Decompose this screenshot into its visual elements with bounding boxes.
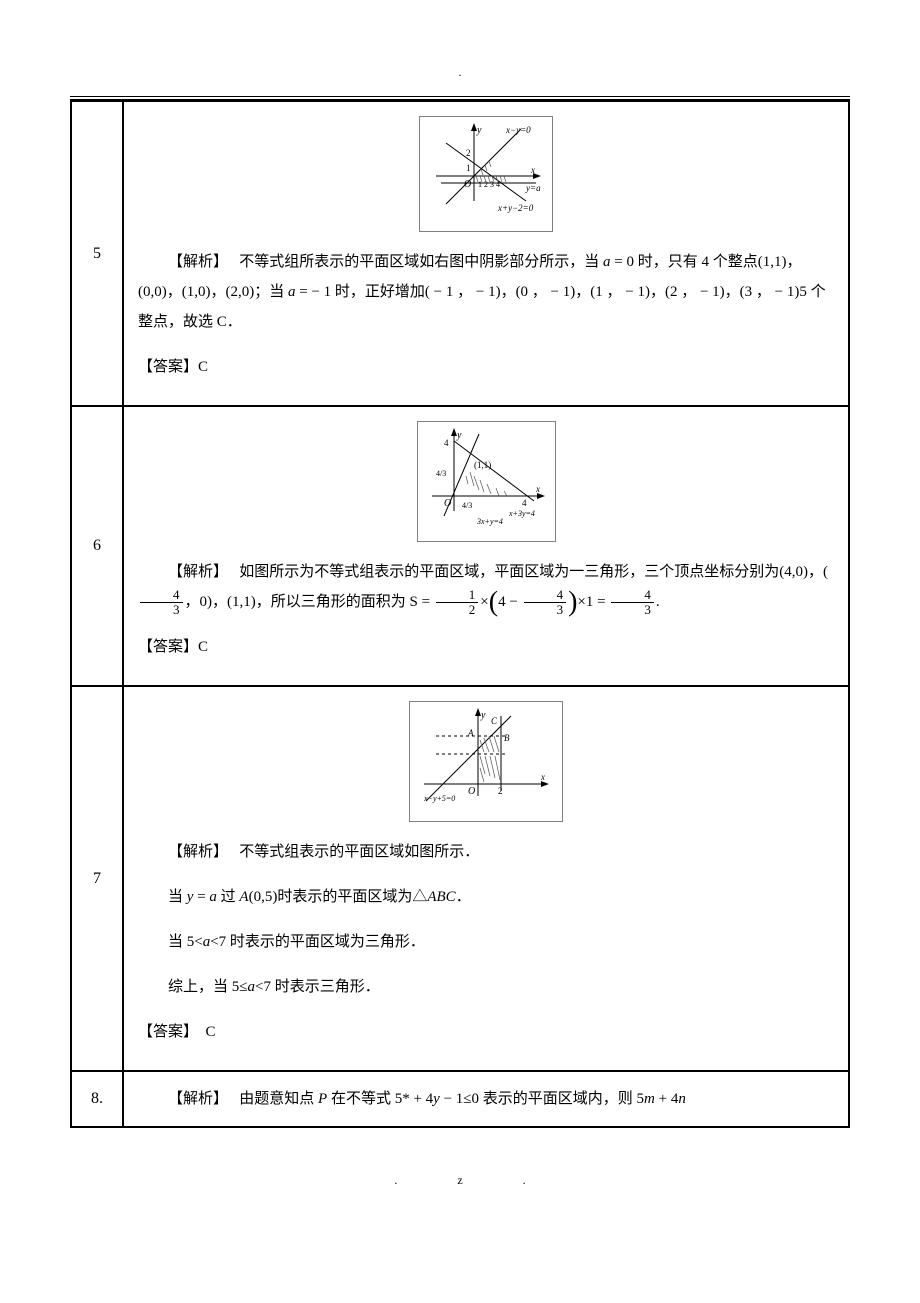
fraction: 43 xyxy=(140,588,183,618)
var-a: a xyxy=(603,254,611,270)
text: ×1 = xyxy=(577,594,609,610)
svg-text:y=a: y=a xyxy=(525,183,541,193)
var-a: a xyxy=(247,979,255,995)
label-analysis: 【解析】 xyxy=(168,254,228,270)
text: ． xyxy=(456,889,471,905)
svg-text:4/3: 4/3 xyxy=(436,469,446,478)
label-analysis: 【解析】 xyxy=(168,844,228,860)
problems-table: 5 y x−y=0 x+y−2=0 2 1 xyxy=(70,100,850,1128)
svg-text:y: y xyxy=(456,430,462,441)
text: = xyxy=(193,889,209,905)
row-7-analysis: 【解析】 不等式组表示的平面区域如图所示． xyxy=(138,837,834,867)
answer-value: C xyxy=(206,1024,216,1040)
row-6-figure: y 4 x+3y=4 3x+y=4 4/3 (1,1) O 4/3 4 x xyxy=(138,421,834,542)
svg-text:B: B xyxy=(504,733,510,743)
row-8: 8. 【解析】 由题意知点 P 在不等式 5* + 4y − 1≤0 表示的平面… xyxy=(71,1071,849,1127)
svg-text:2: 2 xyxy=(498,786,503,796)
page-bottom-mark: .z. xyxy=(70,1168,850,1192)
svg-text:4: 4 xyxy=(444,438,449,448)
svg-text:4: 4 xyxy=(522,498,527,508)
row-8-body: 【解析】 由题意知点 P 在不等式 5* + 4y − 1≤0 表示的平面区域内… xyxy=(123,1071,849,1127)
row-6-number: 6 xyxy=(71,406,123,686)
footer-z: z. xyxy=(457,1173,585,1187)
row-5-body: y x−y=0 x+y−2=0 2 1 O y=a 1 2 3 4 x xyxy=(123,101,849,406)
text: (0,5)时表示的平面区域为△ xyxy=(249,889,428,905)
svg-text:1: 1 xyxy=(466,163,471,173)
svg-text:3x+y=4: 3x+y=4 xyxy=(476,517,503,526)
var-n: n xyxy=(678,1091,686,1107)
svg-text:O: O xyxy=(464,179,471,190)
graph-icon: y x−y+5=0 A C B O 2 x xyxy=(416,706,556,806)
page-top-mark: . xyxy=(70,60,850,84)
row-7: 7 y x−y+5=0 A C B xyxy=(71,686,849,1071)
var-ABC: ABC xyxy=(427,889,455,905)
row-6: 6 y 4 x+3y=4 3x+y=4 4/3 xyxy=(71,406,849,686)
footer-dot: . xyxy=(394,1173,457,1187)
row-5: 5 y x−y=0 x+y−2=0 2 1 xyxy=(71,101,849,406)
text: ，0)，(1,1)，所以三角形的面积为 S = xyxy=(185,594,434,610)
text: <7 时表示的平面区域为三角形． xyxy=(210,934,425,950)
graph-icon: y 4 x+3y=4 3x+y=4 4/3 (1,1) O 4/3 4 x xyxy=(424,426,549,526)
var-m: m xyxy=(644,1091,655,1107)
fraction: 43 xyxy=(524,588,567,618)
graph-icon: y x−y=0 x+y−2=0 2 1 O y=a 1 2 3 4 x xyxy=(426,121,546,216)
text: × xyxy=(480,594,488,610)
svg-text:x−y=0: x−y=0 xyxy=(505,125,531,135)
row-7-answer: 【答案】 C xyxy=(138,1017,834,1047)
svg-text:x+3y=4: x+3y=4 xyxy=(508,509,535,518)
var-A: A xyxy=(239,889,248,905)
text: 4 − xyxy=(498,594,521,610)
text: 当 xyxy=(168,889,187,905)
row-7-figure: y x−y+5=0 A C B O 2 x xyxy=(138,701,834,822)
row-5-number: 5 xyxy=(71,101,123,406)
text: 过 xyxy=(217,889,240,905)
row-7-line2: 当 y = a 过 A(0,5)时表示的平面区域为△ABC． xyxy=(138,882,834,912)
var-a: a xyxy=(209,889,217,905)
fraction: 12 xyxy=(436,588,479,618)
row-6-body: y 4 x+3y=4 3x+y=4 4/3 (1,1) O 4/3 4 x xyxy=(123,406,849,686)
svg-text:x: x xyxy=(530,165,535,175)
svg-text:2: 2 xyxy=(466,148,471,158)
text: 由题意知点 xyxy=(239,1091,318,1107)
svg-text:y: y xyxy=(476,125,482,136)
text: − 1≤0 表示的平面区域内，则 5 xyxy=(440,1091,644,1107)
svg-text:O: O xyxy=(468,786,475,797)
row-7-body: y x−y+5=0 A C B O 2 x xyxy=(123,686,849,1071)
row-5-answer: 【答案】C xyxy=(138,352,834,382)
row-8-analysis: 【解析】 由题意知点 P 在不等式 5* + 4y − 1≤0 表示的平面区域内… xyxy=(138,1084,834,1114)
svg-text:x: x xyxy=(540,772,545,782)
svg-text:C: C xyxy=(491,716,498,726)
var-y: y xyxy=(433,1091,440,1107)
row-5-figure: y x−y=0 x+y−2=0 2 1 O y=a 1 2 3 4 x xyxy=(138,116,834,232)
text: 不等式组表示的平面区域如图所示． xyxy=(239,844,479,860)
row-7-line4: 综上，当 5≤a<7 时表示三角形． xyxy=(138,972,834,1002)
svg-text:1 2 3 4: 1 2 3 4 xyxy=(478,180,500,189)
row-7-line3: 当 5<a<7 时表示的平面区域为三角形． xyxy=(138,927,834,957)
svg-text:x: x xyxy=(535,484,540,494)
text: <7 时表示三角形． xyxy=(255,979,380,995)
svg-text:(1,1): (1,1) xyxy=(474,460,491,470)
svg-text:4/3: 4/3 xyxy=(462,501,472,510)
row-8-number: 8. xyxy=(71,1071,123,1127)
svg-text:y: y xyxy=(480,710,486,721)
text: + 4 xyxy=(655,1091,678,1107)
row-5-analysis: 【解析】 不等式组所表示的平面区域如右图中阴影部分所示，当 a = 0 时，只有… xyxy=(138,247,834,337)
text: 如图所示为不等式组表示的平面区域，平面区域为一三角形，三个顶点坐标分别为(4,0… xyxy=(239,564,828,580)
text: 综上，当 5≤ xyxy=(168,979,247,995)
svg-text:x+y−2=0: x+y−2=0 xyxy=(497,203,534,213)
label-answer: 【答案】 xyxy=(138,1024,198,1040)
text: 在不等式 5* + 4 xyxy=(327,1091,433,1107)
text: 不等式组所表示的平面区域如右图中阴影部分所示，当 xyxy=(239,254,603,270)
row-6-answer: 【答案】C xyxy=(138,632,834,662)
var-P: P xyxy=(318,1091,327,1107)
label-analysis: 【解析】 xyxy=(168,564,228,580)
svg-text:O: O xyxy=(444,498,451,509)
text: . xyxy=(656,594,660,610)
text: 当 5< xyxy=(168,934,203,950)
fraction: 43 xyxy=(611,588,654,618)
row-7-number: 7 xyxy=(71,686,123,1071)
label-analysis: 【解析】 xyxy=(168,1091,228,1107)
svg-text:x−y+5=0: x−y+5=0 xyxy=(423,794,455,803)
row-6-analysis: 【解析】 如图所示为不等式组表示的平面区域，平面区域为一三角形，三个顶点坐标分别… xyxy=(138,557,834,617)
